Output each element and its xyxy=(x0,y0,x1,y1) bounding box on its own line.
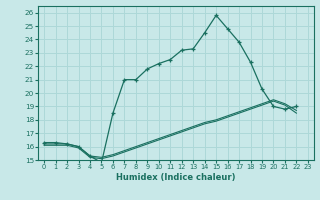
X-axis label: Humidex (Indice chaleur): Humidex (Indice chaleur) xyxy=(116,173,236,182)
